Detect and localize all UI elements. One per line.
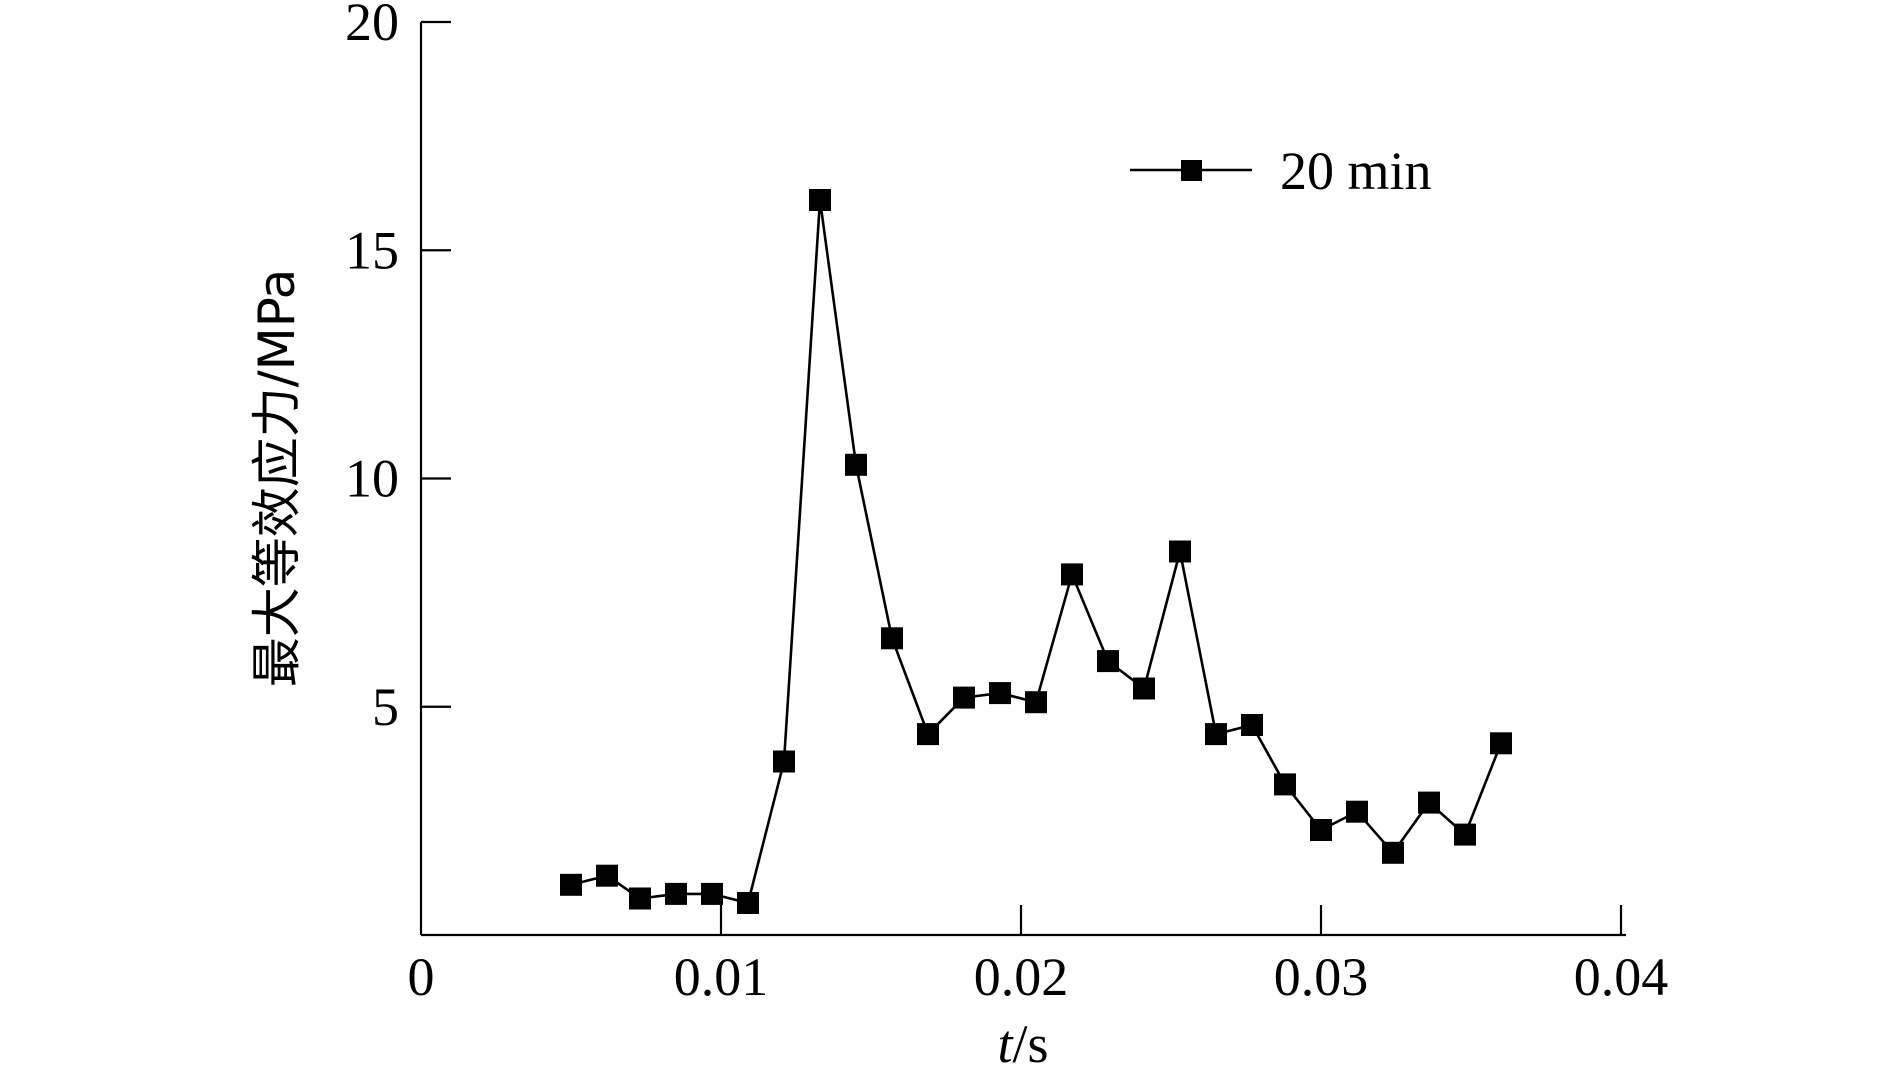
x-axis-label-unit: /s bbox=[1012, 1014, 1048, 1067]
y-axis-label: 最大等效应力/MPa bbox=[248, 269, 306, 688]
data-point bbox=[1241, 714, 1263, 736]
axes bbox=[419, 22, 1626, 937]
data-point bbox=[1097, 650, 1119, 673]
data-point bbox=[665, 882, 687, 905]
data-point bbox=[1346, 800, 1368, 823]
data-point bbox=[917, 723, 939, 746]
x-axis-label: t/s bbox=[997, 1014, 1048, 1067]
data-point bbox=[989, 682, 1011, 705]
data-point bbox=[1382, 841, 1404, 864]
y-tick-label: 5 bbox=[372, 677, 399, 737]
legend: 20 min bbox=[1130, 141, 1432, 201]
data-point bbox=[773, 750, 795, 773]
y-tick-label: 20 bbox=[345, 0, 399, 52]
x-tick-label: 0.04 bbox=[1574, 947, 1669, 1007]
data-point bbox=[596, 864, 618, 887]
x-ticks: 0 0.01 0.02 0.03 0.04 bbox=[408, 905, 1669, 1007]
data-point bbox=[560, 873, 582, 896]
data-point bbox=[1205, 723, 1227, 746]
data-point bbox=[881, 627, 903, 650]
data-point bbox=[809, 189, 831, 211]
data-point bbox=[1133, 677, 1155, 700]
x-tick-label: 0.03 bbox=[1274, 947, 1369, 1007]
data-point bbox=[953, 686, 975, 709]
x-tick-label: 0 bbox=[408, 947, 435, 1007]
data-point bbox=[1169, 540, 1191, 563]
data-point bbox=[845, 453, 867, 476]
data-point bbox=[1025, 691, 1047, 714]
x-axis-label-var: t bbox=[997, 1014, 1014, 1067]
data-point bbox=[1061, 563, 1083, 586]
data-point bbox=[1454, 823, 1476, 846]
series-layer bbox=[560, 189, 1512, 914]
data-point bbox=[1490, 732, 1512, 755]
legend-marker bbox=[1181, 160, 1202, 181]
data-point bbox=[1418, 791, 1440, 814]
data-point bbox=[701, 882, 723, 905]
series-line bbox=[570, 199, 1503, 905]
data-point bbox=[1274, 773, 1296, 796]
data-point bbox=[629, 887, 651, 910]
x-tick-label: 0.02 bbox=[974, 947, 1069, 1007]
legend-label: 20 min bbox=[1280, 141, 1432, 201]
y-ticks: 5 10 15 20 bbox=[345, 0, 451, 737]
y-tick-label: 10 bbox=[345, 449, 399, 509]
y-tick-label: 15 bbox=[345, 220, 399, 280]
data-point bbox=[1310, 819, 1332, 841]
x-tick-label: 0.01 bbox=[674, 947, 769, 1007]
data-point bbox=[737, 892, 759, 914]
